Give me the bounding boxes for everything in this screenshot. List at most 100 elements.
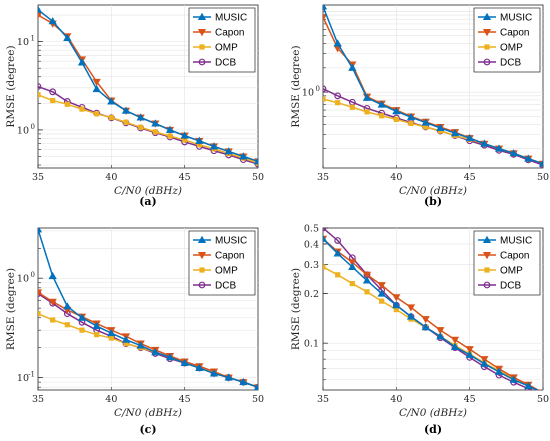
data-point-music [165, 125, 175, 133]
data-point-music [333, 39, 342, 47]
data-point-music [151, 119, 160, 127]
data-point-music [392, 301, 401, 309]
data-point-music [209, 369, 219, 377]
data-point-music [524, 381, 533, 389]
data-point-music [542, 388, 543, 390]
data-point-music [494, 144, 504, 152]
chart-panel-d: 35 40 45 50 0.1 0.2 0.3 0.4 0.5 C/N0 (dBHz) RMSE (… [290, 224, 549, 437]
legend-marker-capon [482, 28, 492, 37]
data-point-music [362, 276, 372, 284]
data-point-music [323, 234, 328, 242]
data-point-music [48, 17, 57, 25]
data-point-omp [64, 322, 70, 328]
series-group [38, 228, 258, 390]
data-point-music [63, 33, 72, 41]
data-point-omp [379, 298, 385, 304]
data-point-music [465, 350, 474, 358]
data-point-omp [393, 306, 399, 313]
x-tick-label: 40 [105, 172, 117, 183]
data-point-omp [108, 335, 114, 341]
legend-marker-dcb [198, 58, 206, 66]
data-point-music [180, 131, 189, 139]
series-line-capon [38, 291, 258, 388]
y-tick-label: 0.2 [304, 289, 319, 300]
data-point-music [165, 353, 175, 361]
x-tick-label: 50 [252, 394, 264, 405]
data-point-omp [79, 106, 85, 112]
gridlines [37, 228, 259, 390]
y-tick-label: 10 [17, 274, 29, 285]
legend-marker-music [197, 235, 207, 243]
data-point-music [63, 302, 72, 310]
legend-marker-music [482, 12, 492, 21]
data-point-capon [421, 316, 430, 324]
data-point-capon [465, 346, 474, 354]
series-line-music [323, 6, 543, 165]
data-point-dcb [334, 237, 342, 244]
y-tick-label: 10 [17, 373, 29, 384]
data-point-music [239, 377, 248, 386]
data-point-capon [38, 12, 43, 20]
legend-label-capon: Capon [215, 251, 244, 262]
data-point-music [77, 313, 87, 321]
y-tick-label: 0.1 [304, 339, 319, 350]
data-point-music [180, 358, 189, 367]
data-point-omp [349, 104, 355, 110]
legend-marker-omp [484, 267, 490, 273]
data-point-music [509, 375, 518, 383]
data-point-music [254, 383, 258, 390]
legend-label-dcb: DCB [215, 58, 236, 69]
y-tick-label: 0.4 [304, 239, 319, 250]
data-point-music [92, 321, 101, 330]
data-point-dcb [323, 228, 327, 232]
legend-marker-music [197, 12, 207, 21]
y-tick-label: 10 [17, 125, 29, 136]
legend-marker-omp [199, 267, 205, 273]
data-point-music [392, 107, 401, 115]
data-point-music [348, 262, 357, 270]
data-point-music [48, 271, 57, 280]
data-point-music [377, 100, 386, 108]
legend-marker-capon [197, 252, 207, 260]
legend-marker-dcb [198, 281, 206, 289]
legend-marker-capon [197, 28, 207, 37]
legend-marker-omp [199, 44, 205, 50]
data-point-omp [50, 97, 56, 104]
legend-marker-music [482, 235, 492, 243]
legend-label-omp: OMP [500, 43, 523, 54]
x-tick-label: 35 [32, 394, 44, 405]
y-tick-label: 10 [302, 88, 314, 99]
legend-label-dcb: DCB [500, 281, 521, 292]
legend-label-omp: OMP [215, 43, 238, 54]
data-point-dcb [323, 85, 327, 93]
x-axis-label: C/N0 (dBHz) [114, 185, 182, 197]
data-point-music [377, 289, 386, 297]
y-axis-label: RMSE (degree) [5, 45, 17, 127]
legend-label-omp: OMP [215, 266, 238, 277]
data-point-capon [362, 271, 372, 280]
legend-label-capon: Capon [500, 251, 529, 262]
x-tick-label: 50 [537, 394, 549, 405]
x-tick-label: 40 [105, 394, 117, 405]
x-tick-label: 40 [390, 172, 402, 183]
data-point-omp [79, 327, 85, 333]
x-tick-label: 45 [179, 394, 191, 405]
data-point-music [436, 123, 445, 131]
data-point-music [480, 359, 489, 367]
data-point-omp [64, 101, 70, 107]
data-point-omp [323, 264, 326, 270]
data-point-omp [408, 120, 414, 127]
panel-caption: (b) [424, 195, 442, 208]
legend-label-music: MUSIC [500, 236, 532, 247]
data-point-omp [323, 96, 326, 102]
series-line-music [38, 229, 258, 388]
data-point-music [92, 84, 101, 93]
data-point-music [224, 373, 233, 381]
data-point-music [224, 147, 233, 155]
data-point-music [421, 323, 430, 331]
y-axis-label: RMSE (degree) [5, 268, 17, 350]
x-tick-label: 50 [252, 172, 264, 183]
legend-label-dcb: DCB [215, 281, 236, 292]
data-point-omp [393, 116, 399, 122]
series-group [323, 5, 543, 168]
